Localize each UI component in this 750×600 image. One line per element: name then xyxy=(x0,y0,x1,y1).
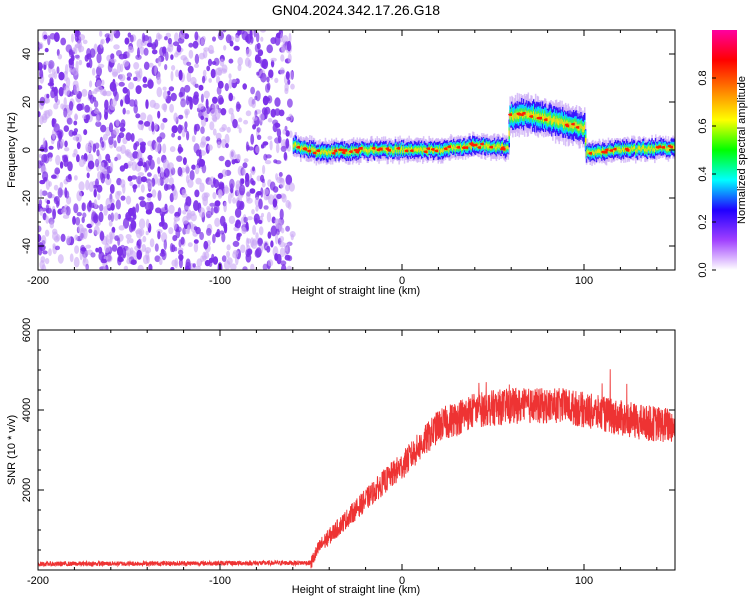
snr-frame xyxy=(37,329,676,571)
colorbar-tick-label: 0.4 xyxy=(697,166,709,181)
colorbar-tick-label: 0.0 xyxy=(697,262,709,277)
colorbar-tick-label: 0.6 xyxy=(697,118,709,133)
snr-xtick-label: -200 xyxy=(27,575,49,587)
snr-ylabel: SNR (10 * v/v) xyxy=(6,415,18,485)
colorbar-tick-label: 0.8 xyxy=(697,70,709,85)
spectrogram-xtick-label: -100 xyxy=(209,275,231,287)
snr-ytick-label: 6000 xyxy=(21,318,33,342)
spectrogram-x-ticks: -200 -100 0 100 xyxy=(27,30,658,287)
snr-ytick-label: 4000 xyxy=(21,398,33,422)
snr-plot-area xyxy=(38,369,675,569)
spectrogram-ytick-label: -40 xyxy=(21,238,33,254)
snr-y-ticks: 2000 4000 6000 xyxy=(21,318,675,551)
spectrogram-y-ticks: -40 -20 0 20 40 xyxy=(21,48,675,254)
snr-x-ticks: -200 -100 0 100 xyxy=(27,330,658,587)
chart-title: GN04.2024.342.17.26.G18 xyxy=(272,2,440,18)
colorbar-ticks: 0.0 0.2 0.4 0.6 0.8 xyxy=(697,70,716,278)
spectrogram-plot-area xyxy=(38,30,675,270)
snr-xtick-label: 0 xyxy=(399,575,405,587)
spectrogram-ylabel: Frequency (Hz) xyxy=(6,112,18,188)
spectrogram-ytick-label: 20 xyxy=(21,96,33,108)
snr-panel: -200 -100 0 100 2000 4000 6000 Height of stra… xyxy=(6,318,676,596)
spectrogram-xtick-label: 100 xyxy=(575,275,593,287)
spectrogram-xlabel: Height of straight line (km) xyxy=(292,285,420,297)
spectrogram-ytick-label: -20 xyxy=(21,190,33,206)
snr-series-line xyxy=(38,369,675,569)
spectrogram-ytick-label: 0 xyxy=(21,147,33,153)
colorbar-tick-label: 0.2 xyxy=(697,214,709,229)
colorbar-gradient xyxy=(712,30,737,270)
snr-xtick-label: -100 xyxy=(209,575,231,587)
spectrogram-xtick-label: -200 xyxy=(27,275,49,287)
spectrogram-ytick-label: 40 xyxy=(21,48,33,60)
snr-xtick-label: 100 xyxy=(575,575,593,587)
colorbar-label: Normalized spectral amplitude xyxy=(736,76,748,224)
snr-ytick-label: 2000 xyxy=(21,478,33,502)
colorbar: 0.0 0.2 0.4 0.6 0.8 Normalized spectral ampl… xyxy=(697,30,748,278)
snr-xlabel: Height of straight line (km) xyxy=(292,584,420,596)
spectrogram-xtick-label: 0 xyxy=(399,275,405,287)
